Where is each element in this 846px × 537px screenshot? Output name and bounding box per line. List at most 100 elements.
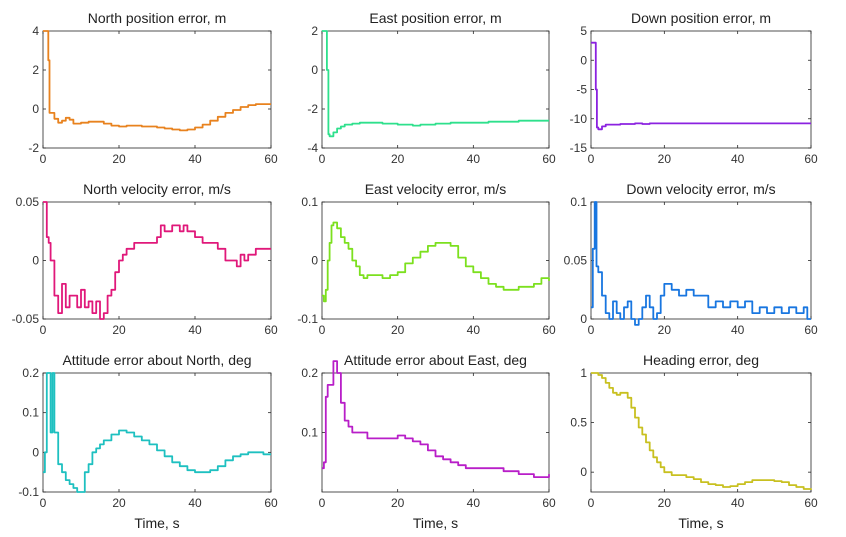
x-tick-label: 0 xyxy=(588,496,595,510)
x-tick-label: 40 xyxy=(188,152,202,166)
chart-heading: Heading error, deg 0 20 40 60 0 0.5 1 Time, s xyxy=(570,352,818,531)
x-tick-label: 20 xyxy=(112,152,126,166)
x-tick-label: 60 xyxy=(804,496,818,510)
x-tick-label: 60 xyxy=(264,323,278,337)
y-tick-label: 0 xyxy=(580,312,587,326)
y-tick-label: 0 xyxy=(32,445,39,459)
y-tick-label: -15 xyxy=(570,141,588,155)
x-tick-label: 40 xyxy=(731,496,745,510)
x-tick-label: 0 xyxy=(319,496,326,510)
y-tick-label: 0.05 xyxy=(16,195,40,209)
axes-box xyxy=(590,372,812,493)
chart-east-position: East position error, m 0 20 40 60 -4 -2 0 2 xyxy=(307,10,556,166)
chart-title: Heading error, deg xyxy=(643,352,759,368)
chart-attitude-north: Attitude error about North, deg 0 20 40 60 -0… xyxy=(18,352,278,531)
x-tick-label: 60 xyxy=(542,496,556,510)
y-tick-label: 0.2 xyxy=(301,366,318,380)
chart-down-velocity: Down velocity error, m/s 0 20 40 60 0 0.05 0.1 xyxy=(564,181,818,337)
x-tick-label: 0 xyxy=(588,152,595,166)
y-tick-label: 0 xyxy=(311,63,318,77)
y-tick-label: 4 xyxy=(32,24,39,38)
x-tick-label: 0 xyxy=(40,152,47,166)
chart-title: Attitude error about East, deg xyxy=(344,352,527,368)
x-tick-label: 60 xyxy=(542,323,556,337)
x-tick-label: 20 xyxy=(112,496,126,510)
y-tick-label: -0.1 xyxy=(297,312,318,326)
y-tick-label: -5 xyxy=(576,83,587,97)
x-axis-label: Time, s xyxy=(134,515,179,531)
series-line xyxy=(322,360,550,478)
y-tick-label: 0 xyxy=(311,254,318,268)
x-tick-label: 20 xyxy=(658,496,672,510)
axes-box xyxy=(42,372,272,493)
y-tick-label: -0.05 xyxy=(12,312,40,326)
series-line xyxy=(43,30,271,132)
x-tick-label: 20 xyxy=(112,323,126,337)
chart-title: North velocity error, m/s xyxy=(83,181,231,197)
x-tick-label: 60 xyxy=(804,323,818,337)
y-tick-label: -0.1 xyxy=(18,485,39,499)
chart-attitude-east: Attitude error about East, deg 0 20 40 60 0.1… xyxy=(301,352,556,531)
x-tick-label: 20 xyxy=(658,152,672,166)
x-tick-label: 40 xyxy=(467,152,481,166)
y-tick-label: 1 xyxy=(580,366,587,380)
series-line xyxy=(322,30,549,138)
chart-title: Down position error, m xyxy=(631,10,771,26)
y-tick-label: 0.05 xyxy=(564,254,588,268)
x-tick-label: 40 xyxy=(731,152,745,166)
chart-title: North position error, m xyxy=(88,10,227,26)
x-tick-label: 20 xyxy=(391,152,405,166)
x-tick-label: 40 xyxy=(467,496,481,510)
x-tick-label: 60 xyxy=(264,152,278,166)
y-tick-label: 5 xyxy=(580,24,587,38)
x-tick-label: 0 xyxy=(588,323,595,337)
x-tick-label: 0 xyxy=(319,323,326,337)
series-line xyxy=(591,201,811,326)
series-line xyxy=(591,372,812,490)
chart-down-position: Down position error, m 0 20 40 60 -15 -10 -5 0 5 xyxy=(570,10,818,166)
axes-box xyxy=(321,30,550,149)
x-tick-label: 20 xyxy=(391,323,405,337)
y-tick-label: 0 xyxy=(32,254,39,268)
x-tick-label: 60 xyxy=(264,496,278,510)
x-axis-label: Time, s xyxy=(678,515,723,531)
y-tick-label: -2 xyxy=(307,102,318,116)
chart-east-velocity: East velocity error, m/s0 20 40 60-0.100.1 xyxy=(297,181,556,337)
x-axis-label: Time, s xyxy=(413,515,458,531)
chart-title: East position error, m xyxy=(369,10,501,26)
x-tick-label: 0 xyxy=(319,152,326,166)
y-tick-label: 0.1 xyxy=(301,426,318,440)
x-tick-label: 0 xyxy=(40,496,47,510)
y-tick-label: -4 xyxy=(307,141,318,155)
y-tick-label: 0.1 xyxy=(570,195,587,209)
x-tick-label: 40 xyxy=(467,323,481,337)
x-tick-label: 20 xyxy=(391,496,405,510)
chart-title: East velocity error, m/s xyxy=(365,181,507,197)
x-tick-label: 40 xyxy=(188,496,202,510)
chart-title: Down velocity error, m/s xyxy=(626,181,775,197)
series-line xyxy=(322,221,550,303)
y-tick-label: 0.5 xyxy=(570,416,587,430)
x-tick-label: 40 xyxy=(731,323,745,337)
x-tick-label: 40 xyxy=(188,323,202,337)
x-tick-label: 60 xyxy=(804,152,818,166)
chart-north-velocity: North velocity error, m/s0 20 40 60-0.0500.… xyxy=(12,181,278,337)
series-line xyxy=(43,372,271,493)
axes-box xyxy=(590,201,812,320)
axes-box xyxy=(590,30,812,149)
axes-box xyxy=(42,30,272,149)
y-tick-label: 0 xyxy=(32,102,39,116)
chart-title: Attitude error about North, deg xyxy=(62,352,251,368)
y-tick-label: 0 xyxy=(580,53,587,67)
y-tick-label: -10 xyxy=(570,112,588,126)
y-tick-label: 0.2 xyxy=(22,366,39,380)
y-tick-label: 0.1 xyxy=(22,406,39,420)
y-tick-label: 0.1 xyxy=(301,195,318,209)
x-tick-label: 0 xyxy=(40,323,47,337)
series-line xyxy=(591,41,811,131)
series-line xyxy=(43,201,271,320)
y-tick-label: 2 xyxy=(32,63,39,77)
x-tick-label: 20 xyxy=(658,323,672,337)
